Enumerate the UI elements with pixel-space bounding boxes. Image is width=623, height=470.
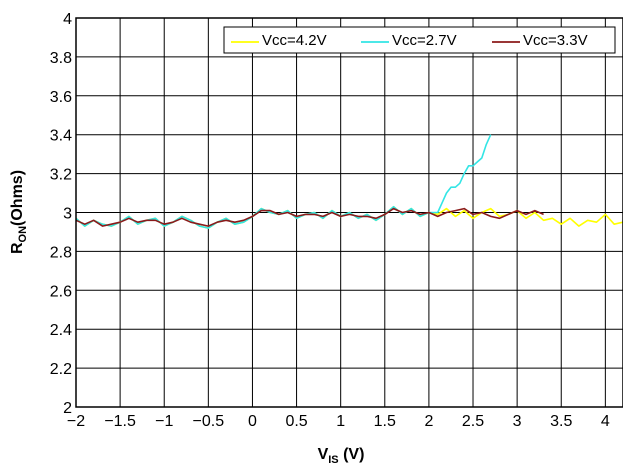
x-tick-label: 3 [513, 413, 522, 430]
series-line-3 [76, 207, 544, 227]
y-tick-label: 3.4 [50, 128, 72, 145]
y-tick-label: 2.8 [50, 244, 72, 261]
y-tick-label: 3.2 [50, 167, 72, 184]
legend-label: Vcc=2.7V [392, 32, 457, 49]
x-tick-label: 1.5 [374, 413, 396, 430]
y-tick-label: 3 [63, 206, 72, 223]
y-tick-label: 2 [63, 400, 72, 417]
y-tick-label: 3.8 [50, 50, 72, 67]
y-tick-label: 2.4 [50, 322, 72, 339]
x-tick-label: 3.5 [550, 413, 572, 430]
legend-label: Vcc=4.2V [262, 32, 327, 49]
series-line-2 [76, 134, 492, 229]
x-tick-label: 0.5 [285, 413, 307, 430]
x-axis-label: VIS (V) [318, 446, 365, 466]
x-tick-label: 0 [248, 413, 257, 430]
legend-box [223, 26, 616, 54]
y-tick-label: 3.6 [50, 89, 72, 106]
x-tick-label: 1 [336, 413, 345, 430]
y-axis-label: RON(Ohms) [9, 170, 29, 254]
x-tick-label: −2 [67, 413, 85, 430]
y-tick-label: 4 [63, 11, 72, 28]
plot-frame [75, 17, 623, 408]
x-tick-label: 4 [601, 413, 610, 430]
y-tick-label: 2.2 [50, 361, 72, 378]
series-layer [76, 134, 623, 229]
series-line-1 [76, 205, 623, 229]
legend: Vcc=4.2V Vcc=2.7V Vcc=3.3V [223, 26, 616, 54]
x-tick-label: −1 [155, 413, 173, 430]
x-tick-label: −0.5 [193, 413, 225, 430]
legend-label: Vcc=3.3V [523, 32, 588, 49]
y-tick-label: 2.6 [50, 283, 72, 300]
x-tick-label: −1.5 [104, 413, 136, 430]
x-tick-label: 2.5 [462, 413, 484, 430]
tick-labels: −2 −1.5 −1 −0.5 0 0.5 1 1.5 2 2.5 3 3.5 4 2 2.2 2.4 2.6 2… [50, 11, 610, 430]
x-tick-label: 2 [424, 413, 433, 430]
